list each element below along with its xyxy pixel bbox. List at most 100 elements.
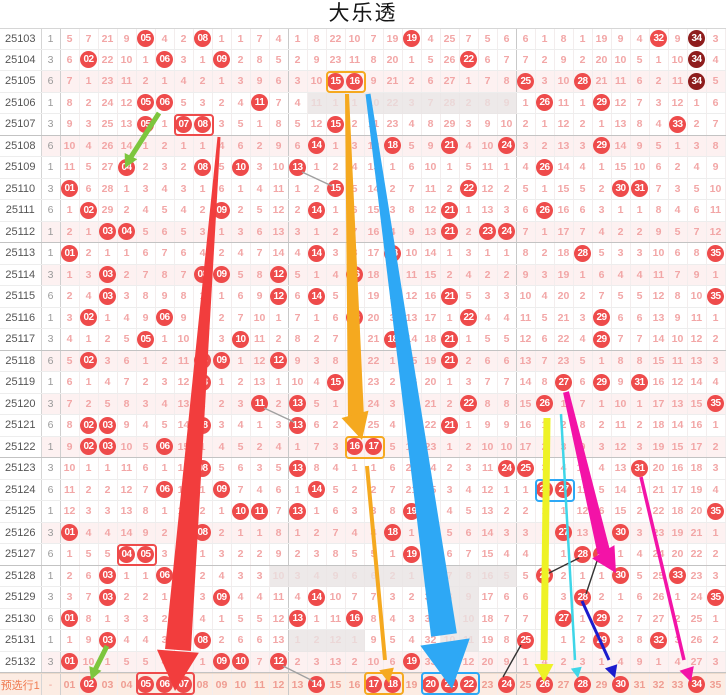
number-cell: 24 bbox=[498, 221, 517, 242]
miss-cell: 8 bbox=[175, 286, 194, 307]
miss-cell: 2 bbox=[441, 264, 460, 285]
prediction-number[interactable]: 29 bbox=[593, 674, 612, 695]
prediction-number[interactable]: 08 bbox=[194, 674, 213, 695]
drawn-ball: 22 bbox=[460, 51, 477, 69]
miss-cell: 3 bbox=[232, 221, 251, 242]
miss-cell: 13 bbox=[365, 157, 384, 178]
miss-cell: 2 bbox=[346, 114, 365, 135]
miss-cell: 6 bbox=[631, 71, 650, 92]
issue-label: 25119 bbox=[0, 372, 42, 393]
miss-cell: 1 bbox=[498, 243, 517, 264]
miss-cell: 18 bbox=[555, 243, 574, 264]
number-cell: 01 bbox=[61, 608, 80, 629]
number-cell: 14 bbox=[308, 243, 327, 264]
weekday-label: 3 bbox=[42, 178, 61, 199]
prediction-number[interactable]: 19 bbox=[403, 674, 422, 695]
miss-cell: 1 bbox=[536, 415, 555, 436]
miss-cell: 25 bbox=[422, 479, 441, 500]
prediction-number[interactable]: 15 bbox=[327, 674, 346, 695]
miss-cell: 1 bbox=[251, 114, 270, 135]
miss-cell: 2 bbox=[536, 49, 555, 70]
number-cell: 09 bbox=[213, 200, 232, 221]
miss-cell: 4 bbox=[688, 157, 707, 178]
prediction-number[interactable]: 33 bbox=[669, 674, 688, 695]
prediction-number[interactable]: 35 bbox=[707, 674, 726, 695]
weekday-label: 6 bbox=[42, 479, 61, 500]
number-cell: 08 bbox=[194, 522, 213, 543]
prediction-number[interactable]: 28 bbox=[574, 674, 593, 695]
miss-cell: 13 bbox=[612, 458, 631, 479]
issue-label: 25130 bbox=[0, 608, 42, 629]
prediction-number[interactable]: 03 bbox=[99, 674, 118, 695]
miss-cell: 6 bbox=[137, 458, 156, 479]
miss-cell: 10 bbox=[289, 372, 308, 393]
miss-cell: 1 bbox=[232, 178, 251, 199]
miss-cell: 4 bbox=[612, 264, 631, 285]
prediction-number[interactable]: 30 bbox=[612, 674, 631, 695]
miss-cell: 10 bbox=[365, 651, 384, 672]
miss-cell: 5 bbox=[232, 608, 251, 629]
draw-row: 2513060181332234155121311116843319101877… bbox=[0, 608, 726, 630]
prediction-number[interactable]: 02 bbox=[80, 674, 99, 695]
miss-cell: 13 bbox=[612, 114, 631, 135]
miss-cell: 2 bbox=[156, 350, 175, 371]
miss-cell: 2 bbox=[612, 221, 631, 242]
drawn-ball: 29 bbox=[593, 309, 610, 327]
miss-cell: 6 bbox=[403, 157, 422, 178]
miss-cell: 4 bbox=[327, 264, 346, 285]
miss-cell: 4 bbox=[384, 608, 403, 629]
prediction-number[interactable]: 27 bbox=[555, 674, 574, 695]
miss-cell: 1 bbox=[289, 436, 308, 457]
miss-cell: 4 bbox=[289, 243, 308, 264]
prediction-number[interactable]: 23 bbox=[479, 674, 498, 695]
miss-cell: 1 bbox=[61, 200, 80, 221]
prediction-number[interactable]: 01 bbox=[61, 674, 80, 695]
miss-cell: 12 bbox=[574, 501, 593, 522]
drawn-ball: 13 bbox=[289, 459, 306, 477]
prediction-number[interactable]: 25 bbox=[517, 674, 536, 695]
miss-cell: 4 bbox=[669, 200, 688, 221]
miss-cell: 2 bbox=[631, 501, 650, 522]
prediction-number[interactable]: 10 bbox=[232, 674, 251, 695]
number-cell: 26 bbox=[536, 565, 555, 586]
miss-cell: 3 bbox=[536, 544, 555, 565]
weekday-label: 3 bbox=[42, 114, 61, 135]
miss-cell: 20 bbox=[422, 372, 441, 393]
prediction-number[interactable]: 05 bbox=[137, 674, 156, 695]
prediction-number[interactable]: 31 bbox=[631, 674, 650, 695]
prediction-number[interactable]: 14 bbox=[308, 674, 327, 695]
number-cell: 13 bbox=[289, 458, 308, 479]
number-cell: 28 bbox=[574, 587, 593, 608]
miss-cell: 2 bbox=[593, 178, 612, 199]
miss-cell: 4 bbox=[289, 92, 308, 113]
number-cell: 03 bbox=[99, 565, 118, 586]
prediction-number[interactable]: 04 bbox=[118, 674, 137, 695]
miss-cell: 1 bbox=[289, 479, 308, 500]
miss-cell: 11 bbox=[707, 200, 726, 221]
prediction-number[interactable]: 26 bbox=[536, 674, 555, 695]
prediction-number[interactable]: 09 bbox=[213, 674, 232, 695]
issue-label: 25109 bbox=[0, 157, 42, 178]
miss-cell: 27 bbox=[650, 608, 669, 629]
issue-label: 25127 bbox=[0, 544, 42, 565]
prediction-number[interactable]: 32 bbox=[650, 674, 669, 695]
miss-cell: 11 bbox=[479, 157, 498, 178]
miss-cell: 3 bbox=[441, 479, 460, 500]
miss-cell: 1 bbox=[99, 307, 118, 328]
miss-cell: 4 bbox=[156, 29, 175, 49]
miss-cell: 1 bbox=[650, 651, 669, 672]
prediction-number[interactable]: 17 bbox=[365, 674, 384, 695]
prediction-number[interactable]: 16 bbox=[346, 674, 365, 695]
prediction-number[interactable]: 12 bbox=[270, 674, 289, 695]
drawn-ball: 21 bbox=[441, 352, 458, 370]
miss-cell: 5 bbox=[574, 350, 593, 371]
miss-cell: 28 bbox=[99, 178, 118, 199]
prediction-number[interactable]: 24 bbox=[498, 674, 517, 695]
number-cell: 03 bbox=[99, 286, 118, 307]
prediction-number[interactable]: 11 bbox=[251, 674, 270, 695]
prediction-number[interactable]: 34 bbox=[688, 674, 707, 695]
miss-cell: 2 bbox=[308, 522, 327, 543]
miss-cell: 8 bbox=[327, 544, 346, 565]
prediction-number[interactable]: 13 bbox=[289, 674, 308, 695]
miss-cell: 2 bbox=[118, 587, 137, 608]
